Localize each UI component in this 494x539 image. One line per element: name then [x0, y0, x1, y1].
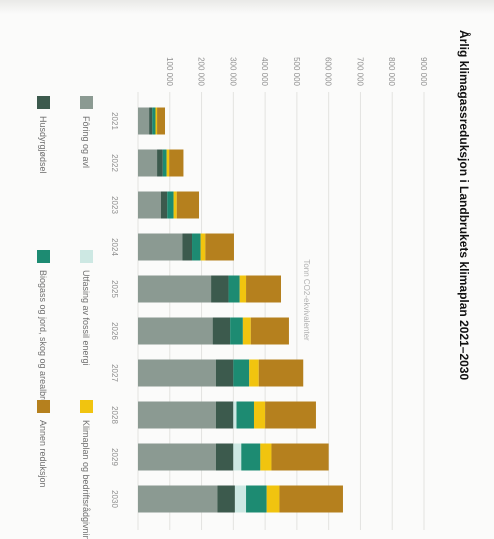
tick-label: 600 000 [324, 57, 333, 86]
bar-segment [138, 149, 158, 177]
category-labels: 2021 2022 2023 2024 2025 2026 2027 2028 2029 2030 [110, 112, 119, 508]
bar-segment [162, 149, 167, 177]
legend-swatch [37, 96, 50, 109]
tick-label: 500 000 [292, 57, 301, 86]
legend-label: Biogass og jord, skog og arealbruk [38, 270, 48, 409]
bar-segment [200, 233, 206, 261]
tick-label: 900 000 [419, 57, 428, 86]
category-label: 2025 [110, 280, 119, 298]
bar-segment [260, 443, 272, 471]
tick-label: 400 000 [260, 57, 269, 86]
bar-segment [215, 359, 234, 387]
bar-segment [279, 485, 343, 513]
category-label: 2029 [110, 448, 119, 466]
bar-segment [192, 233, 201, 261]
bars [137, 107, 343, 513]
bar-segment [266, 485, 280, 513]
category-label: 2023 [110, 196, 119, 214]
legend-label: Annen reduksjon [38, 420, 48, 488]
tick-label: 700 000 [355, 57, 364, 86]
category-label: 2022 [110, 154, 119, 172]
bar-segment [253, 401, 266, 429]
bar-segment [157, 149, 163, 177]
category-label: 2030 [110, 490, 119, 508]
bar-segment [138, 485, 218, 513]
bar-segment [233, 359, 250, 387]
legend-swatch [80, 96, 93, 109]
category-label: 2026 [110, 322, 119, 340]
legend-swatch [37, 250, 50, 263]
bar-segment [246, 275, 281, 303]
category-label: 2024 [110, 238, 119, 256]
category-label: 2027 [110, 364, 119, 382]
legend-swatch [37, 400, 50, 413]
bar-segment [233, 443, 242, 471]
legend-swatch [80, 400, 93, 413]
bar-segment [239, 275, 247, 303]
bar-segment [182, 233, 193, 261]
chart-title: Årlig klimagassreduksjon i Landbrukets k… [457, 30, 472, 380]
bar-segment [167, 191, 174, 219]
tick-label: 100 000 [165, 57, 174, 86]
tick-label: 200 000 [197, 57, 206, 86]
legend-label: Fôring og avl [81, 116, 91, 168]
legend-label: Utfasing av fossil energi [81, 270, 91, 366]
bar-segment [241, 443, 261, 471]
bar-segment [173, 191, 177, 219]
legend-label: Husdyrgjødsel [38, 116, 48, 174]
bar-segment [157, 107, 166, 135]
bar-segment [228, 275, 240, 303]
bar-segment [233, 401, 237, 429]
bar-segment [258, 359, 304, 387]
bar-segment [138, 443, 216, 471]
bar-segment [242, 317, 251, 345]
bar-segment [166, 149, 170, 177]
bar-segment [160, 191, 168, 219]
bar-segment [138, 275, 212, 303]
tick-label: 300 000 [228, 57, 237, 86]
bar-segment [246, 485, 267, 513]
bar-segment [137, 317, 213, 345]
bar-segment [271, 443, 329, 471]
bar-segment [149, 107, 153, 135]
bar-segment [138, 359, 216, 387]
bar-segment [176, 191, 200, 219]
bar-segment [250, 317, 289, 345]
bar-segment [138, 107, 150, 135]
bar-segment [152, 107, 156, 135]
bar-segment [236, 401, 254, 429]
bar-segment [265, 401, 316, 429]
legend-swatch [80, 250, 93, 263]
bar-segment [212, 317, 231, 345]
bar-segment [217, 485, 235, 513]
legend: Fôring og avl Husdyrgjødsel Utfasing av fo… [37, 96, 93, 539]
category-label: 2021 [110, 112, 119, 130]
bar-segment [138, 233, 183, 261]
legend-label: Klimaplan og bedriftsrådgivning [81, 420, 91, 539]
y-axis-label: Tonn CO2-ekvivalenter [302, 259, 311, 341]
bar-segment [155, 107, 158, 135]
tick-label: 800 000 [387, 57, 396, 86]
bar-segment [215, 443, 234, 471]
bar-segment [249, 359, 259, 387]
bar-segment [138, 401, 216, 429]
bar-segment [230, 317, 243, 345]
bar-segment [169, 149, 184, 177]
bar-segment [211, 275, 229, 303]
bar-segment [205, 233, 234, 261]
bar-segment [215, 401, 234, 429]
category-label: 2028 [110, 406, 119, 424]
bar-segment [234, 485, 247, 513]
tick-labels: 100 000 200 000 300 000 400 000 500 000 600 0… [165, 57, 428, 86]
bar-segment [138, 191, 161, 219]
paper-fold-shadow [0, 0, 494, 14]
